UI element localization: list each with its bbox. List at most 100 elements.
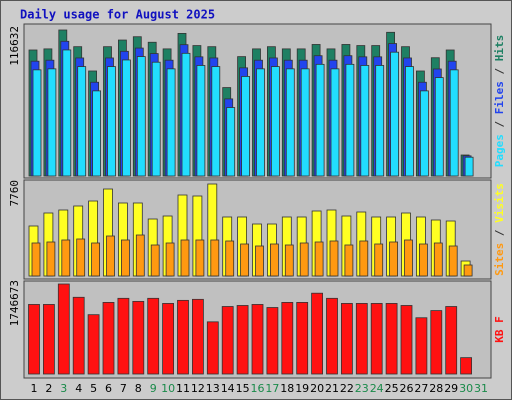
x-tick-label: 23 — [355, 382, 369, 395]
bar — [296, 302, 309, 375]
bar — [166, 68, 176, 177]
chart-title: Daily usage for August 2025 — [20, 8, 215, 22]
x-tick-label: 13 — [206, 382, 220, 395]
bar — [91, 242, 100, 277]
x-tick-label: 1 — [31, 382, 38, 395]
bar — [225, 240, 235, 277]
bar — [107, 66, 116, 177]
bar — [269, 243, 279, 277]
legend-separator: / — [493, 61, 506, 81]
bar — [311, 292, 324, 375]
legend-entry: Sites — [493, 243, 506, 276]
bar — [315, 63, 325, 177]
bar — [434, 77, 444, 177]
bar — [121, 239, 130, 277]
x-tick-label: 28 — [429, 382, 443, 395]
x-tick-label: 29 — [444, 382, 458, 395]
x-tick-label: 8 — [135, 382, 142, 395]
bar — [46, 241, 56, 277]
bar — [340, 303, 353, 375]
bar — [284, 244, 294, 277]
bar — [61, 239, 71, 277]
x-tick-label: 31 — [474, 382, 488, 395]
bar — [181, 52, 191, 177]
bar — [404, 239, 413, 277]
bar — [226, 107, 236, 177]
bar — [463, 264, 473, 277]
bar — [285, 68, 295, 177]
bar — [151, 61, 161, 177]
bar — [28, 304, 40, 375]
x-tick-label: 26 — [400, 382, 414, 395]
bar — [415, 317, 428, 375]
bar — [92, 90, 101, 177]
bar — [165, 242, 175, 277]
legend: Pages / Files / Hits — [493, 35, 506, 168]
bar — [255, 245, 264, 277]
legend-separator: / — [493, 223, 506, 243]
bar — [433, 242, 443, 277]
bar — [47, 68, 57, 177]
bar — [236, 305, 249, 375]
bar — [344, 244, 354, 277]
bar — [418, 243, 428, 277]
bar — [419, 90, 429, 177]
x-tick-label: 15 — [236, 382, 250, 395]
bar — [240, 243, 250, 277]
bar — [117, 297, 130, 375]
x-tick-label: 4 — [75, 382, 82, 395]
legend-entry: Files — [493, 81, 506, 114]
bar — [180, 239, 190, 277]
bar — [359, 240, 369, 277]
bar — [32, 69, 42, 177]
y-tick-label: 1746673 — [8, 280, 21, 326]
x-tick-label: 14 — [221, 382, 235, 395]
x-tick-label: 7 — [120, 382, 127, 395]
bar — [375, 65, 385, 177]
x-tick-label: 20 — [310, 382, 324, 395]
x-tick-label: 19 — [295, 382, 309, 395]
x-tick-label: 9 — [150, 382, 157, 395]
x-tick-label: 6 — [105, 382, 112, 395]
bar — [445, 306, 458, 375]
x-tick-label: 17 — [265, 382, 279, 395]
legend: KB F — [493, 316, 506, 343]
bar — [345, 63, 355, 177]
bar — [76, 238, 86, 277]
bar — [210, 239, 220, 277]
x-tick-label: 24 — [370, 382, 384, 395]
bar — [330, 68, 340, 177]
bar — [102, 302, 115, 375]
bar — [385, 303, 398, 375]
bar — [270, 66, 280, 177]
bar — [329, 240, 339, 277]
bar — [449, 69, 459, 177]
bar — [355, 303, 368, 375]
bar — [299, 242, 309, 277]
bar — [195, 239, 205, 277]
bar — [374, 243, 384, 277]
x-tick-label: 2 — [45, 382, 52, 395]
bar — [464, 156, 474, 177]
bar — [390, 51, 400, 177]
bar — [136, 56, 146, 177]
bar — [77, 66, 87, 177]
bar — [430, 310, 443, 375]
x-tick-label: 16 — [251, 382, 265, 395]
legend-entry: Pages — [493, 134, 506, 167]
bar — [206, 321, 219, 375]
x-tick-label: 22 — [340, 382, 354, 395]
bar — [31, 242, 41, 277]
bar — [370, 303, 383, 375]
bar — [162, 303, 175, 375]
bar — [448, 245, 458, 277]
bar — [251, 304, 264, 375]
x-tick-label: 25 — [385, 382, 399, 395]
bar — [57, 283, 70, 375]
x-tick-label: 3 — [60, 382, 67, 395]
bar — [132, 300, 145, 375]
bar — [106, 235, 115, 277]
bar — [43, 304, 55, 375]
